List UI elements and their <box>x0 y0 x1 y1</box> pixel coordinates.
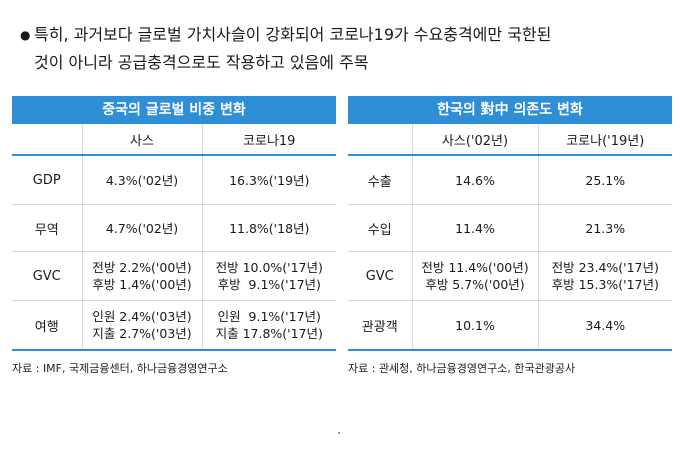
korea-china-dependence-table: 사스('02년) 코로나('19년) 수출 14.6% 25.1% 수입 11.… <box>348 124 672 351</box>
row-label: GDP <box>12 155 82 205</box>
header-cell-sars: 사스 <box>81 124 202 156</box>
header-cell-empty <box>12 124 82 156</box>
table-cell: 11.8%('18년) <box>201 204 336 252</box>
header-cell-covid: 코로나('19년) <box>537 124 672 156</box>
korea-china-dependence-panel: 한국의 對中 의존도 변화 사스('02년) 코로나('19년) 수출 14.6… <box>348 96 672 351</box>
table-cell: 4.7%('02년) <box>81 204 202 252</box>
table-cell: 전방 2.2%('00년) 후방 1.4%('00년) <box>81 251 202 301</box>
table-cell: 11.4% <box>411 204 538 252</box>
bullet-icon: ● <box>20 28 31 42</box>
row-label: GVC <box>12 251 82 301</box>
table-header-row: 사스('02년) 코로나('19년) <box>348 124 672 156</box>
header-cell-empty <box>348 124 412 156</box>
china-table-source: 자료 : IMF, 국제금융센터, 하나금융경영연구소 <box>12 362 228 375</box>
row-label: 여행 <box>12 300 82 351</box>
china-global-share-panel: 중국의 글로벌 비중 변화 사스 코로나19 GDP 4.3%('02년) 16… <box>12 96 336 351</box>
page-mark <box>338 432 340 434</box>
intro-line-2: 것이 아니라 공급충격으로도 작용하고 있음에 주목 <box>34 53 369 72</box>
china-global-share-table: 사스 코로나19 GDP 4.3%('02년) 16.3%('19년) 무역 4… <box>12 124 336 351</box>
china-table-title: 중국의 글로벌 비중 변화 <box>12 96 336 124</box>
row-label: 관광객 <box>348 300 412 351</box>
table-row: 여행 인원 2.4%('03년) 지출 2.7%('03년) 인원 9.1%('… <box>12 300 336 351</box>
table-header-row: 사스 코로나19 <box>12 124 336 156</box>
table-cell: 4.3%('02년) <box>81 155 202 205</box>
korea-table-source: 자료 : 관세청, 하나금융경영연구소, 한국관광공사 <box>348 362 576 375</box>
row-label: 수출 <box>348 155 412 205</box>
table-cell: 14.6% <box>411 155 538 205</box>
table-cell: 16.3%('19년) <box>201 155 336 205</box>
table-cell: 인원 2.4%('03년) 지출 2.7%('03년) <box>81 300 202 351</box>
row-label: GVC <box>348 251 412 301</box>
table-row: 수출 14.6% 25.1% <box>348 155 672 205</box>
table-cell: 전방 10.0%('17년) 후방 9.1%('17년) <box>201 251 336 301</box>
table-cell: 10.1% <box>411 300 538 351</box>
header-cell-sars: 사스('02년) <box>411 124 538 156</box>
table-cell: 전방 11.4%('00년) 후방 5.7%('00년) <box>411 251 538 301</box>
table-cell: 25.1% <box>537 155 672 205</box>
table-row: 무역 4.7%('02년) 11.8%('18년) <box>12 204 336 252</box>
korea-table-title: 한국의 對中 의존도 변화 <box>348 96 672 124</box>
table-row: GVC 전방 11.4%('00년) 후방 5.7%('00년) 전방 23.4… <box>348 251 672 301</box>
table-row: 관광객 10.1% 34.4% <box>348 300 672 351</box>
table-row: GDP 4.3%('02년) 16.3%('19년) <box>12 155 336 205</box>
row-label: 수입 <box>348 204 412 252</box>
table-cell: 21.3% <box>537 204 672 252</box>
table-row: 수입 11.4% 21.3% <box>348 204 672 252</box>
table-cell: 34.4% <box>537 300 672 351</box>
header-cell-covid: 코로나19 <box>201 124 336 156</box>
intro-line-1: 특히, 과거보다 글로벌 가치사슬이 강화되어 코로나19가 수요충격에만 국한… <box>34 25 552 44</box>
table-cell: 인원 9.1%('17년) 지출 17.8%('17년) <box>201 300 336 351</box>
row-label: 무역 <box>12 204 82 252</box>
table-row: GVC 전방 2.2%('00년) 후방 1.4%('00년) 전방 10.0%… <box>12 251 336 301</box>
table-cell: 전방 23.4%('17년) 후방 15.3%('17년) <box>537 251 672 301</box>
